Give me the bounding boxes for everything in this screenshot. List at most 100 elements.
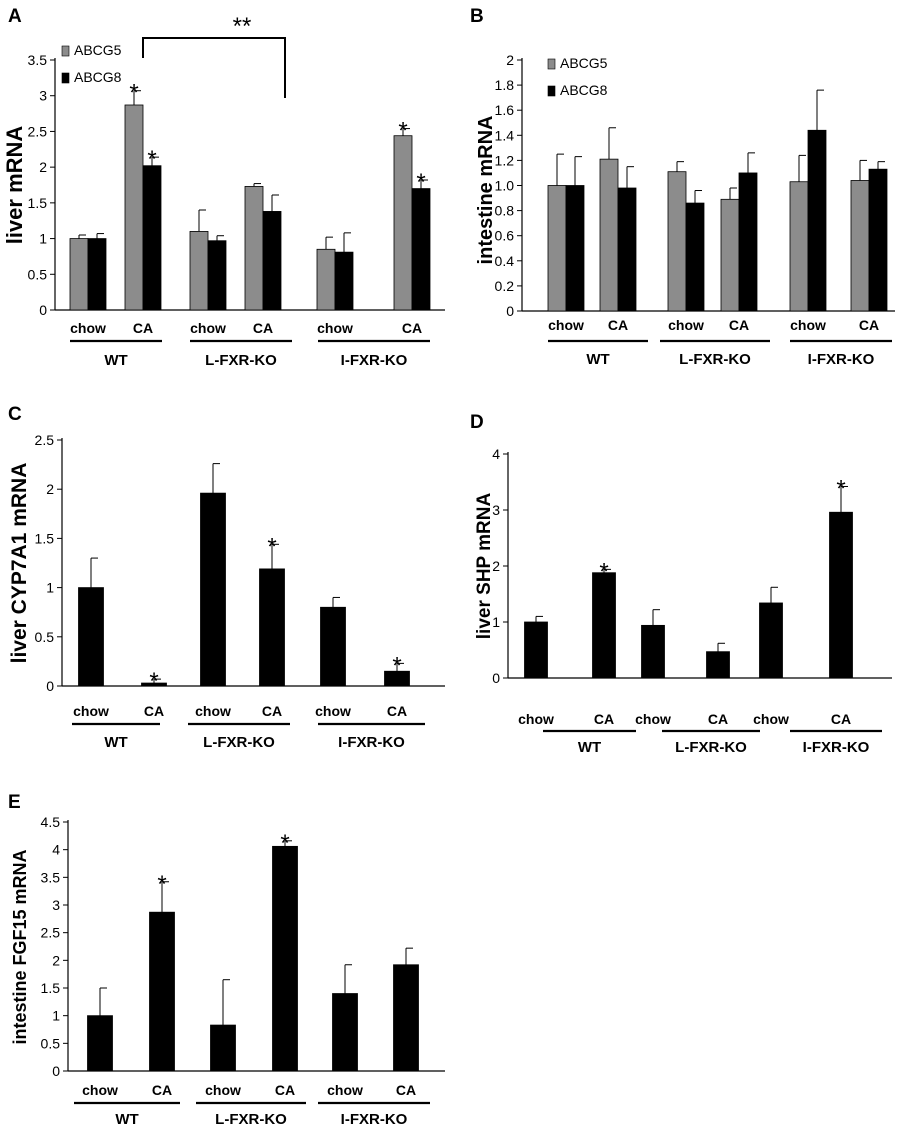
condition-label: CA [594, 711, 614, 727]
significance-star: * [147, 146, 156, 173]
y-tick-label: 1.5 [35, 530, 55, 546]
y-tick-label: 0 [492, 670, 500, 686]
y-tick-label: 0 [52, 1063, 60, 1079]
y-tick-label: 1.8 [495, 77, 515, 93]
legend-label: ABCG5 [560, 55, 608, 71]
y-tick-label: 0.5 [28, 266, 48, 282]
significance-star: * [599, 558, 608, 585]
bar-abcg8-2 [685, 202, 705, 312]
bar-abcg5-1 [599, 158, 619, 312]
legend-swatch [547, 85, 556, 97]
condition-label: CA [144, 703, 164, 719]
significance-star: * [149, 668, 158, 695]
condition-label: CA [275, 1082, 295, 1098]
condition-label: CA [133, 320, 153, 336]
condition-label: chow [317, 320, 353, 336]
condition-label: chow [82, 1082, 118, 1098]
condition-label: chow [518, 711, 554, 727]
genotype-label: I-FXR-KO [341, 352, 408, 369]
y-tick-label: 3.5 [41, 869, 61, 885]
bar-value-1 [592, 572, 616, 679]
y-axis-title: liver SHP mRNA [474, 493, 495, 640]
bar-value-0 [78, 587, 104, 687]
bar-abcg8-3 [262, 211, 282, 311]
condition-label: chow [315, 703, 351, 719]
bar-value-3 [706, 651, 730, 679]
bar-value-4 [320, 606, 346, 687]
genotype-label: WT [586, 351, 609, 368]
bar-value-4 [332, 993, 358, 1072]
bar-abcg5-5 [850, 180, 870, 312]
genotype-label: WT [104, 352, 127, 369]
y-tick-label: 2.5 [35, 432, 55, 448]
y-tick-label: 3 [39, 88, 47, 104]
panel-letter: C [8, 404, 22, 425]
y-tick-label: 1.5 [41, 980, 61, 996]
y-tick-label: 0 [506, 303, 514, 319]
bar-value-2 [641, 624, 665, 679]
significance-star: * [280, 830, 289, 857]
genotype-label: L-FXR-KO [205, 352, 277, 369]
panel-letter: D [470, 412, 484, 433]
condition-label: CA [729, 317, 749, 333]
condition-label: chow [190, 320, 226, 336]
condition-label: chow [668, 317, 704, 333]
genotype-label: WT [578, 739, 601, 756]
legend-swatch [61, 72, 70, 84]
legend-label: ABCG5 [74, 42, 122, 58]
bar-abcg8-3 [738, 172, 758, 312]
bar-abcg5-4 [789, 181, 809, 312]
genotype-label: L-FXR-KO [215, 1111, 287, 1128]
legend-swatch [547, 58, 556, 70]
y-tick-label: 1.5 [28, 195, 48, 211]
significance-star: * [398, 118, 407, 145]
condition-label: CA [396, 1082, 416, 1098]
significance-bracket [142, 37, 286, 98]
significance-star: * [129, 80, 138, 107]
bar-abcg8-5 [868, 168, 888, 312]
bar-value-4 [759, 602, 783, 679]
y-tick-label: 4.5 [41, 814, 61, 830]
bar-abcg5-2 [189, 231, 209, 311]
y-tick-label: 2 [492, 558, 500, 574]
legend-swatch [61, 45, 70, 57]
bar-value-3 [272, 845, 298, 1072]
y-tick-label: 1.2 [495, 152, 515, 168]
y-tick-label: 2 [46, 481, 54, 497]
condition-label: CA [387, 703, 407, 719]
significance-star: * [157, 871, 166, 898]
y-tick-label: 0 [39, 302, 47, 318]
y-tick-label: 3 [52, 897, 60, 913]
panel-letter: A [8, 6, 22, 27]
y-tick-label: 2.5 [28, 123, 48, 139]
genotype-label: I-FXR-KO [341, 1111, 408, 1128]
y-tick-label: 0 [46, 678, 54, 694]
condition-label: chow [753, 711, 789, 727]
condition-label: CA [831, 711, 851, 727]
y-tick-label: 1 [52, 1008, 60, 1024]
y-tick-label: 2 [506, 52, 514, 68]
y-tick-label: 3 [492, 502, 500, 518]
bar-abcg8-4 [807, 129, 827, 312]
significance-star: * [416, 169, 425, 196]
bar-abcg5-3 [244, 186, 264, 311]
bar-abcg5-3 [720, 198, 740, 312]
bar-abcg5-1 [124, 104, 144, 311]
genotype-label: I-FXR-KO [803, 739, 870, 756]
y-tick-label: 2 [39, 159, 47, 175]
y-tick-label: 3.5 [28, 52, 48, 68]
y-tick-label: 1 [39, 231, 47, 247]
bar-abcg8-1 [142, 165, 162, 311]
bar-value-5 [829, 511, 853, 679]
bar-value-2 [210, 1024, 236, 1072]
y-tick-label: 0.8 [495, 203, 515, 219]
bar-abcg8-5 [411, 188, 431, 311]
condition-label: CA [608, 317, 628, 333]
y-tick-label: 0.4 [495, 253, 515, 269]
condition-label: CA [262, 703, 282, 719]
bar-value-3 [259, 568, 285, 687]
y-tick-label: 1.0 [495, 178, 515, 194]
